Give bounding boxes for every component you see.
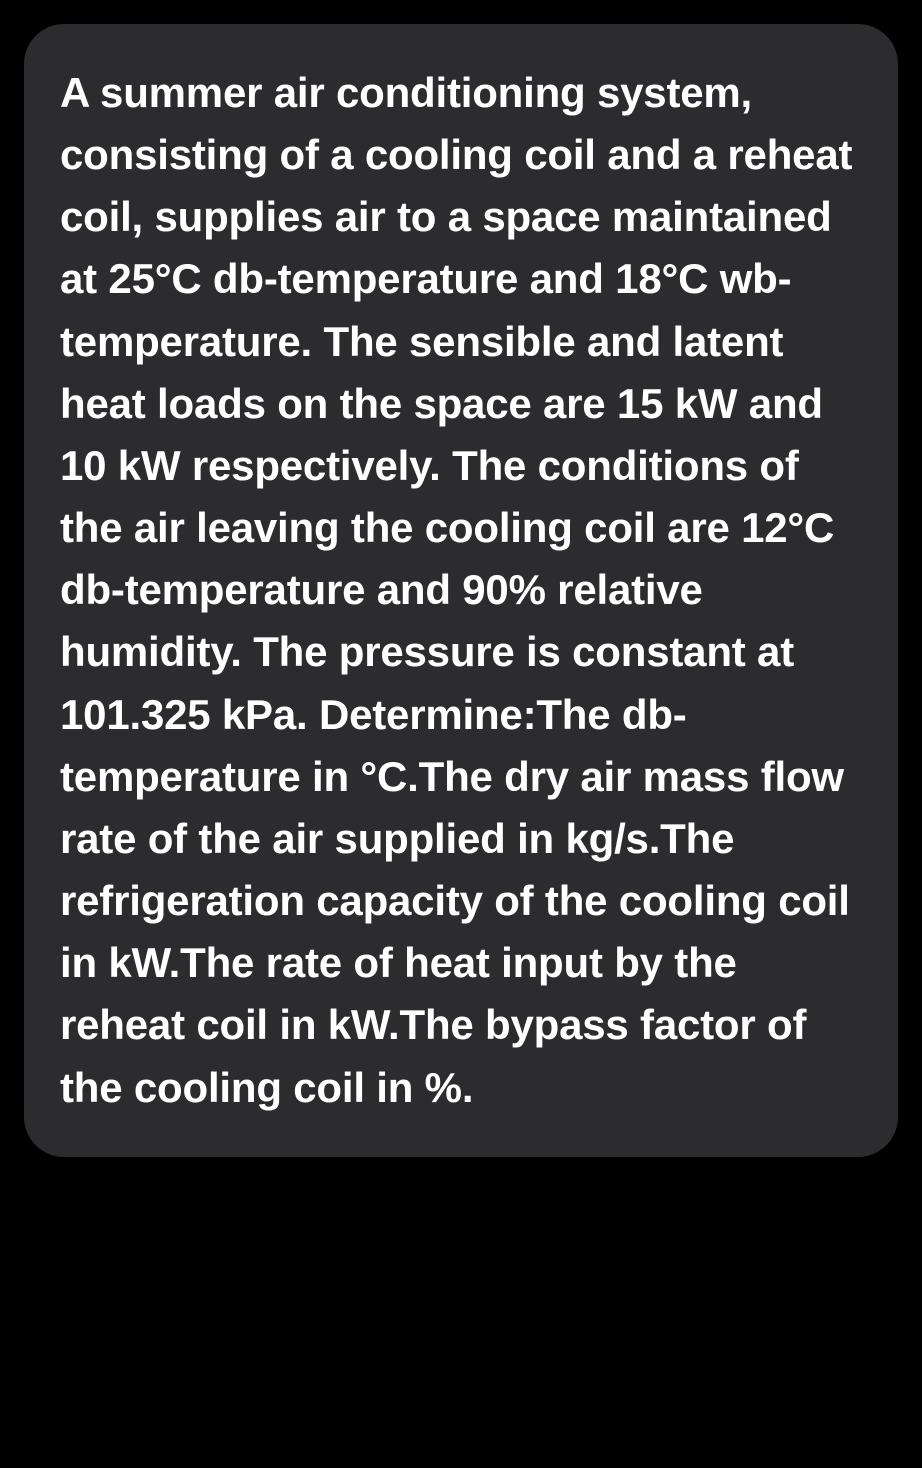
problem-text: A summer air conditioning system, consis…: [60, 62, 862, 1119]
text-card: A summer air conditioning system, consis…: [24, 24, 898, 1157]
